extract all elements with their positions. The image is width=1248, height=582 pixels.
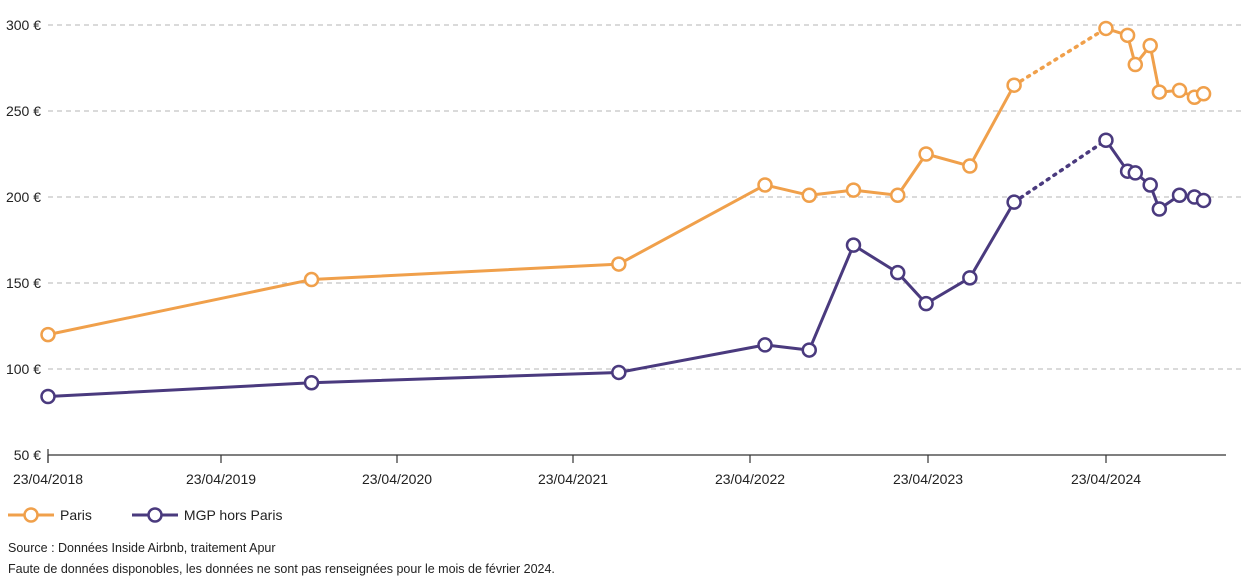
grid-lines <box>48 24 1242 370</box>
y-tick-label-150: 150 € <box>6 275 41 291</box>
data-point-paris-8 <box>962 158 978 174</box>
y-tick-label-50: 50 € <box>14 447 41 463</box>
data-point-paris-11 <box>1119 27 1136 44</box>
data-point-mgp-0 <box>40 388 56 405</box>
x-tick-label-5: 23/04/2023 <box>893 471 963 487</box>
chart-notes: Source : Données Inside Airbnb, traiteme… <box>8 538 555 580</box>
legend: Paris MGP hors Paris <box>8 505 282 525</box>
data-point-mgp-17 <box>1195 192 1212 209</box>
data-point-paris-7 <box>918 146 934 162</box>
series-line-paris-a <box>47 84 1016 337</box>
data-point-mgp-12 <box>1127 165 1144 181</box>
footnote: Faute de données disponobles, les donnée… <box>8 562 555 576</box>
data-point-paris-15 <box>1171 82 1188 99</box>
data-point-paris-13 <box>1142 37 1158 54</box>
line-chart: 50 € 100 € 150 € 200 € 250 € 300 € 23/04/2018… <box>6 17 1242 487</box>
data-point-mgp-5 <box>845 237 862 253</box>
data-point-paris-3 <box>757 177 773 193</box>
y-tick-label-250: 250 € <box>6 103 41 119</box>
data-point-mgp-7 <box>918 295 934 312</box>
data-point-paris-6 <box>889 187 906 204</box>
y-tick-label-300: 300 € <box>6 17 41 33</box>
data-point-mgp-15 <box>1171 187 1188 204</box>
data-point-paris-14 <box>1151 84 1168 100</box>
data-point-mgp-8 <box>962 270 978 286</box>
data-point-mgp-9 <box>1006 194 1022 210</box>
data-point-paris-17 <box>1195 86 1212 102</box>
y-tick-label-200: 200 € <box>6 189 41 205</box>
data-point-mgp-6 <box>889 264 906 281</box>
data-point-paris-2 <box>611 256 627 272</box>
x-tick-label-3: 23/04/2021 <box>538 471 608 487</box>
data-point-mgp-13 <box>1142 177 1158 193</box>
y-axis-ticks: 50 € 100 € 150 € 200 € 250 € 300 € <box>6 17 41 463</box>
x-tick-label-4: 23/04/2022 <box>715 471 785 487</box>
data-point-paris-1 <box>303 271 320 288</box>
data-point-paris-9 <box>1006 77 1022 93</box>
legend-item-mgp[interactable]: MGP hors Paris <box>131 505 283 525</box>
data-point-paris-0 <box>40 326 56 343</box>
legend-label-mgp: MGP hors Paris <box>183 507 283 523</box>
data-point-paris-12 <box>1127 56 1144 73</box>
series-line-mgp-a <box>47 201 1016 399</box>
legend-label-paris: Paris <box>60 507 92 523</box>
legend-item-paris[interactable]: Paris <box>8 505 92 525</box>
legend-swatch-paris <box>8 507 54 523</box>
x-tick-label-2: 23/04/2020 <box>362 471 432 487</box>
series-gap-mgp <box>1012 138 1108 204</box>
data-point-mgp-4 <box>801 342 817 358</box>
data-point-paris-4 <box>801 187 817 204</box>
x-axis: 23/04/2018 23/04/2019 23/04/2020 23/04/2021… <box>13 449 1226 487</box>
data-point-mgp-2 <box>611 364 627 381</box>
data-point-paris-5 <box>845 182 862 198</box>
source-note: Source : Données Inside Airbnb, traiteme… <box>8 541 276 555</box>
series-gap-paris <box>1012 26 1108 87</box>
data-point-mgp-1 <box>303 375 320 391</box>
x-tick-label-1: 23/04/2019 <box>186 471 256 487</box>
x-tick-label-6: 23/04/2024 <box>1071 471 1141 487</box>
series-group <box>40 20 1212 405</box>
x-tick-label-0: 23/04/2018 <box>13 471 83 487</box>
data-point-mgp-10 <box>1098 132 1114 148</box>
data-point-mgp-14 <box>1151 201 1168 217</box>
legend-swatch-mgp <box>131 507 178 523</box>
y-tick-label-100: 100 € <box>6 361 41 377</box>
data-point-paris-10 <box>1098 20 1114 37</box>
data-point-mgp-3 <box>757 337 773 353</box>
